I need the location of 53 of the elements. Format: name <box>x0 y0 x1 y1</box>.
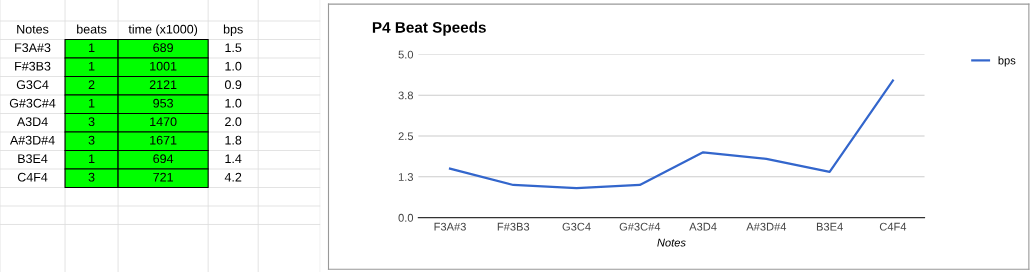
text: 2.0 <box>225 117 242 127</box>
text: 1.4 <box>225 154 242 163</box>
x-tick-label: B3E4 <box>816 222 843 231</box>
text: F#3B3 <box>15 61 51 71</box>
x-axis-title: Notes <box>657 238 686 247</box>
text: 689 <box>153 43 173 53</box>
x-tick-label: A#3D#4 <box>746 222 787 231</box>
legend-label: bps <box>998 56 1016 67</box>
text: 3 <box>88 135 95 145</box>
text: 1.0 <box>225 61 242 71</box>
y-tick-label: 5.0 <box>398 50 414 59</box>
text: A#3D#4 <box>9 135 55 145</box>
text: 2121 <box>149 80 177 89</box>
text: G3C4 <box>16 80 49 90</box>
y-tick-label: 2.5 <box>398 132 414 141</box>
x-tick-label: G3C4 <box>562 222 591 231</box>
text: 953 <box>153 98 173 108</box>
text: 1001 <box>150 61 177 71</box>
text: A3D4 <box>16 117 48 127</box>
text: B3E4 <box>18 154 48 164</box>
text: 721 <box>153 172 173 182</box>
text: 1 <box>89 154 95 163</box>
text: F3A#3 <box>15 43 51 53</box>
text: 1 <box>89 43 95 52</box>
text: 1 <box>89 61 95 71</box>
text: Notes <box>17 24 49 34</box>
text: beats <box>77 24 107 34</box>
text: time (x1000) <box>128 24 198 37</box>
text: 1.5 <box>225 43 242 53</box>
text: 0.9 <box>224 80 242 90</box>
x-tick-label: F3A#3 <box>434 222 466 231</box>
text: bps <box>223 24 243 37</box>
text: 1470 <box>150 117 177 127</box>
y-tick-label: 3.8 <box>398 91 414 100</box>
y-tick-label: 1.3 <box>398 173 414 181</box>
text: 3 <box>88 117 95 127</box>
text: G#3C#4 <box>9 98 56 108</box>
x-tick-label: F#3B3 <box>497 222 530 231</box>
line-series <box>448 79 895 190</box>
text: 2 <box>88 80 95 89</box>
x-tick-label: C4F4 <box>879 222 907 231</box>
x-tick-label: A3D4 <box>689 222 717 231</box>
x-tick-label: G#3C#4 <box>619 222 661 231</box>
text: 1 <box>89 98 95 108</box>
text: 3 <box>88 172 95 182</box>
text: 1671 <box>150 135 177 145</box>
text: 4.2 <box>224 172 242 182</box>
text: C4F4 <box>17 172 48 182</box>
text: 1.0 <box>225 98 242 108</box>
chart-title: P4 Beat Speeds <box>372 21 486 36</box>
text: 1.8 <box>225 135 242 145</box>
y-tick-label: 0.0 <box>398 213 414 222</box>
text: 694 <box>153 154 174 164</box>
